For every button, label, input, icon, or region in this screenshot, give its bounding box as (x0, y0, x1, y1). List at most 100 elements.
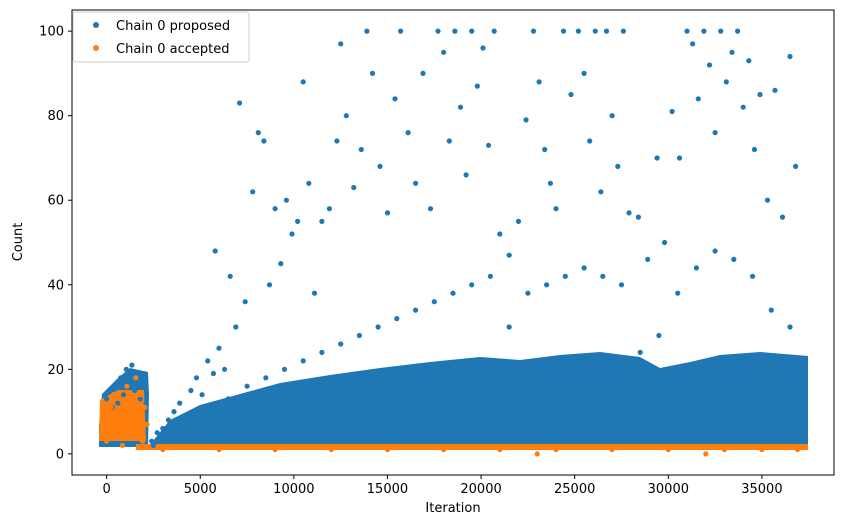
proposed-point (242, 299, 248, 305)
proposed-point (544, 282, 550, 288)
accepted-point (441, 447, 447, 453)
proposed-point (300, 79, 306, 85)
proposed-point (626, 210, 632, 216)
accepted-point (135, 425, 141, 432)
proposed-point (129, 362, 135, 368)
x-tick-label: 10000 (273, 482, 314, 497)
accepted-point (117, 396, 123, 402)
proposed-point (295, 218, 301, 224)
proposed-point (542, 146, 548, 153)
proposed-point (598, 189, 604, 195)
proposed-point (645, 256, 651, 262)
proposed-point (311, 290, 318, 296)
proposed-point (281, 366, 288, 372)
proposed-point (358, 146, 364, 153)
proposed-point (364, 28, 370, 34)
proposed-point (165, 417, 171, 423)
proposed-point (266, 282, 273, 288)
proposed-point (106, 387, 112, 394)
accepted-point (497, 447, 503, 453)
proposed-point (684, 28, 690, 34)
accepted-density-bands (99, 390, 808, 450)
points-layer (104, 28, 801, 457)
proposed-point (431, 299, 437, 305)
accepted-initial-block (99, 390, 146, 441)
proposed-point (523, 117, 529, 123)
legend-marker-proposed (93, 22, 99, 28)
proposed-point (134, 370, 141, 377)
accepted-point (721, 447, 728, 453)
proposed-point (536, 79, 542, 85)
proposed-point (735, 28, 741, 34)
proposed-point (450, 290, 456, 296)
proposed-point (506, 252, 512, 258)
proposed-point (515, 218, 522, 224)
proposed-point (405, 130, 411, 136)
proposed-point (746, 58, 752, 64)
proposed-point (283, 197, 289, 203)
proposed-point (334, 138, 340, 144)
proposed-point (706, 62, 713, 68)
y-tick-label: 0 (56, 447, 64, 462)
proposed-point (446, 138, 452, 144)
proposed-point (398, 28, 404, 34)
proposed-point (126, 379, 132, 385)
y-tick-label: 40 (47, 278, 64, 293)
accepted-point (113, 430, 119, 436)
proposed-point (560, 28, 567, 34)
proposed-point (250, 189, 256, 195)
proposed-point (377, 163, 383, 169)
accepted-point (553, 447, 559, 453)
proposed-point (469, 28, 475, 34)
proposed-point (182, 413, 188, 419)
proposed-point (413, 307, 419, 313)
proposed-point (104, 396, 110, 402)
proposed-point (149, 438, 155, 444)
proposed-point (420, 70, 426, 76)
proposed-point (635, 214, 642, 220)
proposed-point (474, 83, 480, 89)
proposed-point (205, 358, 211, 364)
proposed-point (188, 421, 194, 427)
x-tick-label: 0 (102, 482, 110, 497)
proposed-point (140, 383, 146, 389)
accepted-point (665, 447, 671, 453)
proposed-point (338, 341, 344, 347)
proposed-point (695, 96, 701, 102)
accepted-point (140, 438, 146, 444)
proposed-point (261, 138, 267, 144)
proposed-point (351, 184, 357, 191)
proposed-point (356, 332, 362, 339)
proposed-point (600, 273, 606, 279)
proposed-point (123, 366, 129, 372)
legend-box (72, 11, 250, 63)
proposed-point (787, 324, 793, 330)
proposed-point (222, 366, 228, 372)
plot-frame (71, 9, 835, 476)
proposed-point (662, 239, 668, 246)
proposed-point (530, 28, 537, 34)
proposed-point (553, 206, 559, 212)
proposed-point (772, 87, 778, 93)
proposed-point (620, 28, 627, 34)
accepted-point (119, 442, 125, 448)
proposed-point (118, 375, 124, 381)
proposed-point (750, 273, 756, 279)
accepted-point (131, 409, 137, 415)
proposed-point (375, 324, 381, 330)
proposed-point (278, 261, 284, 267)
proposed-density-bands (99, 352, 808, 447)
proposed-point (154, 430, 160, 436)
legend-label-accepted: Chain 0 accepted (116, 42, 230, 57)
accepted-point (115, 413, 121, 419)
accepted-point (794, 447, 801, 453)
proposed-point (272, 206, 278, 212)
proposed-point (729, 49, 735, 55)
proposed-point (227, 273, 233, 279)
proposed-point (768, 307, 774, 313)
proposed-point (547, 180, 554, 186)
x-tick-label: 15000 (367, 482, 408, 497)
proposed-point (457, 104, 464, 110)
proposed-point (793, 163, 799, 169)
